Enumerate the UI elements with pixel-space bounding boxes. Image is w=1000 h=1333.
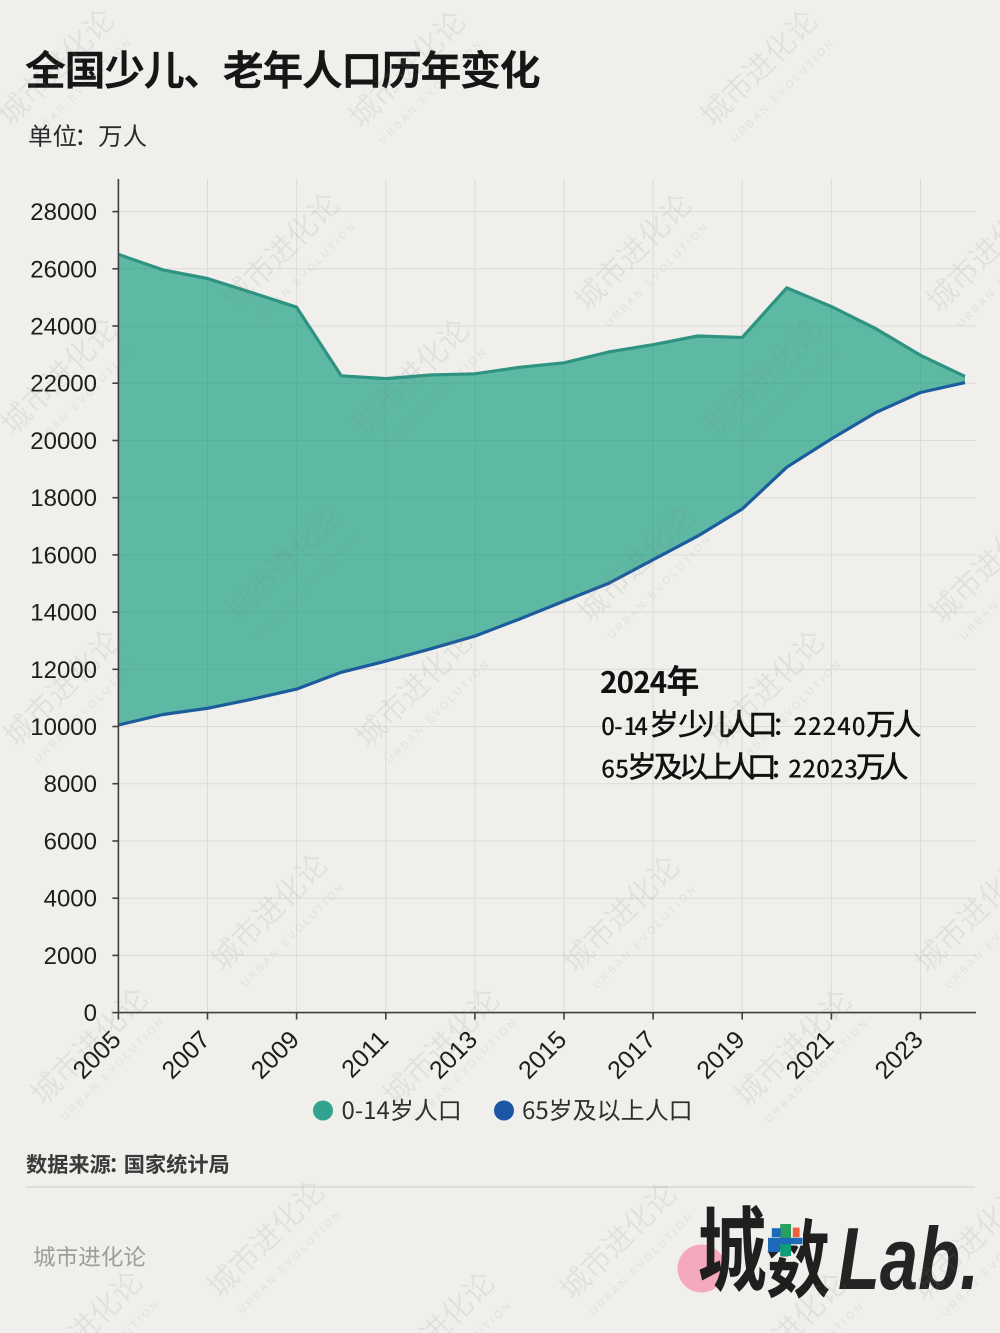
svg-text:20000: 20000 [30,428,97,455]
svg-text:2000: 2000 [44,943,97,970]
svg-text:24000: 24000 [30,314,97,341]
svg-text:4000: 4000 [44,886,97,913]
svg-text:10000: 10000 [30,714,97,741]
svg-text:26000: 26000 [30,256,97,283]
svg-text:6000: 6000 [44,829,97,856]
svg-text:18000: 18000 [30,485,97,512]
svg-text:14000: 14000 [30,600,97,627]
svg-text:16000: 16000 [30,542,97,569]
svg-text:28000: 28000 [30,199,97,226]
svg-text:Lab.: Lab. [838,1210,979,1308]
svg-text:8000: 8000 [44,771,97,798]
svg-text:0: 0 [84,1000,97,1027]
